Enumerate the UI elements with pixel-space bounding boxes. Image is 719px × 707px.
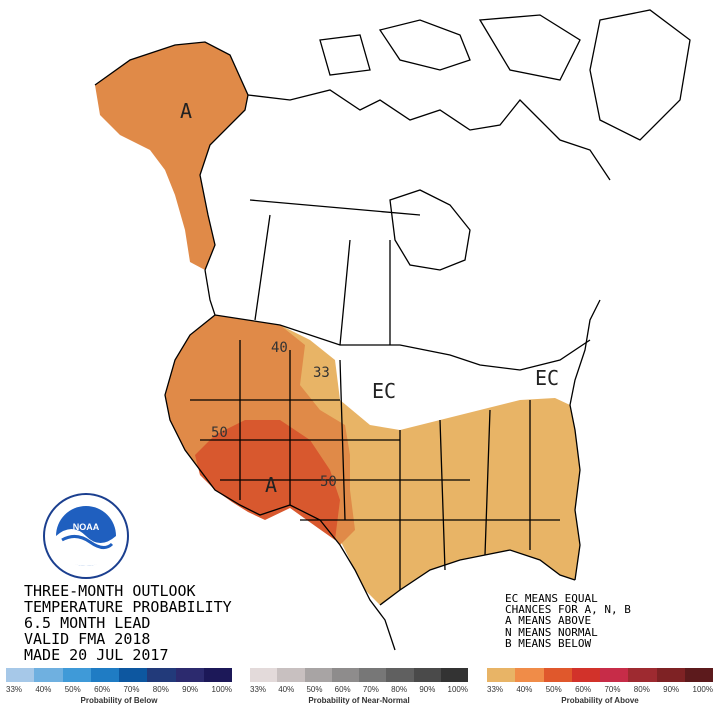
below-swatch — [203, 668, 232, 682]
noaa-logo: NOAA — [43, 493, 129, 579]
title-line-2: TEMPERATURE PROBABILITY — [24, 598, 232, 616]
outlook-title-block: THREE-MONTH OUTLOOK TEMPERATURE PROBABIL… — [24, 582, 232, 664]
tick-label: 90% — [182, 685, 199, 694]
tick-label: 50% — [545, 685, 562, 694]
tick-label: 60% — [575, 685, 592, 694]
near-normal-scale-title: Probability of Near-Normal — [308, 696, 410, 705]
tick-label: 33% — [250, 685, 267, 694]
title-line-1: THREE-MONTH OUTLOOK — [24, 582, 196, 600]
title-line-3: 6.5 MONTH LEAD — [24, 614, 150, 632]
tick-label: 40% — [516, 685, 533, 694]
tick-label: 60% — [94, 685, 111, 694]
below-swatch — [147, 668, 176, 682]
tick-label: 80% — [152, 685, 169, 694]
tick-label: 70% — [604, 685, 621, 694]
near-normal-swatch — [250, 668, 278, 682]
arctic-islands — [319, 14, 581, 81]
above-swatch — [684, 668, 713, 682]
legend-note-2: CHANCES FOR A, N, B — [505, 603, 631, 616]
below-scale-bar — [6, 668, 232, 682]
legend-notes: EC MEANS EQUAL CHANCES FOR A, N, B A MEA… — [505, 592, 631, 650]
tick-label: 33% — [6, 685, 23, 694]
tick-label: 50% — [306, 685, 323, 694]
tick-label: 80% — [391, 685, 408, 694]
tick-label: 100% — [211, 685, 232, 694]
tick-label: 33% — [487, 685, 504, 694]
above-swatch — [656, 668, 685, 682]
contour-50-west-label: 50 — [211, 425, 228, 441]
hudson-bay — [389, 189, 471, 271]
above-scale-ticks: 33% 40% 50% 60% 70% 80% 90% 100% — [487, 685, 713, 694]
contour-33-label: 33 — [313, 365, 330, 381]
east-coast — [569, 299, 601, 581]
near-normal-scale-ticks: 33% 40% 50% 60% 70% 80% 90% 100% — [250, 685, 468, 694]
below-scale-ticks: 33% 40% 50% 60% 70% 80% 90% 100% — [6, 685, 232, 694]
title-line-4: VALID FMA 2018 — [24, 630, 150, 648]
legend-note-1: EC MEANS EQUAL — [505, 592, 598, 605]
alaska-above-region — [95, 42, 248, 270]
below-swatch — [34, 668, 63, 682]
province-lines — [249, 199, 421, 346]
legend-note-3: A MEANS ABOVE — [505, 614, 591, 627]
southwest-a-label: A — [265, 473, 277, 497]
below-swatch — [119, 668, 148, 682]
noaa-logo-text: NOAA — [73, 522, 100, 532]
near-normal-swatch — [331, 668, 359, 682]
map-outlines — [94, 9, 691, 651]
tick-label: 90% — [663, 685, 680, 694]
near-normal-swatch — [386, 668, 414, 682]
near-normal-swatch — [440, 668, 468, 682]
us-canada-border — [214, 314, 591, 371]
tick-label: 100% — [692, 685, 713, 694]
contour-40-label: 40 — [271, 340, 288, 356]
canada-north-coast — [247, 89, 611, 181]
ec-northeast-label: EC — [535, 366, 559, 390]
above-swatch — [515, 668, 544, 682]
below-swatch — [62, 668, 91, 682]
tick-label: 40% — [278, 685, 295, 694]
title-line-5: MADE 20 JUL 2017 — [24, 646, 169, 664]
near-normal-swatch — [413, 668, 441, 682]
near-normal-swatch — [359, 668, 387, 682]
legend-note-4: N MEANS NORMAL — [505, 626, 598, 639]
above-scale: 33% 40% 50% 60% 70% 80% 90% 100% Probabi… — [487, 668, 713, 707]
below-swatch — [90, 668, 119, 682]
alaska-a-label: A — [180, 99, 192, 123]
near-normal-scale: 33% 40% 50% 60% 70% 80% 90% 100% Probabi… — [250, 668, 468, 707]
tick-label: 100% — [447, 685, 468, 694]
tick-label: 70% — [123, 685, 140, 694]
below-swatch — [6, 668, 35, 682]
below-scale: 33% 40% 50% 60% 70% 80% 90% 100% Probabi… — [6, 668, 232, 707]
alaska-outline — [94, 41, 249, 271]
tick-label: 70% — [362, 685, 379, 694]
above-scale-bar — [487, 668, 713, 682]
tick-label: 90% — [419, 685, 436, 694]
greenland-edge — [589, 9, 691, 141]
tick-label: 50% — [64, 685, 81, 694]
near-normal-swatch — [304, 668, 332, 682]
near-normal-swatch — [277, 668, 305, 682]
tick-label: 60% — [334, 685, 351, 694]
below-scale-title: Probability of Below — [80, 696, 158, 705]
above-swatch — [543, 668, 572, 682]
above-swatch — [571, 668, 600, 682]
contour-50-east-label: 50 — [320, 474, 337, 490]
near-normal-scale-bar — [250, 668, 468, 682]
state-lines — [190, 340, 560, 590]
ec-central-label: EC — [372, 379, 396, 403]
below-swatch — [175, 668, 204, 682]
north-america-coast — [164, 269, 396, 651]
above-swatch — [628, 668, 657, 682]
above-swatch — [600, 668, 629, 682]
tick-label: 40% — [35, 685, 52, 694]
legend-note-5: B MEANS BELOW — [505, 637, 591, 650]
tick-label: 80% — [633, 685, 650, 694]
above-swatch — [487, 668, 516, 682]
above-scale-title: Probability of Above — [561, 696, 639, 705]
